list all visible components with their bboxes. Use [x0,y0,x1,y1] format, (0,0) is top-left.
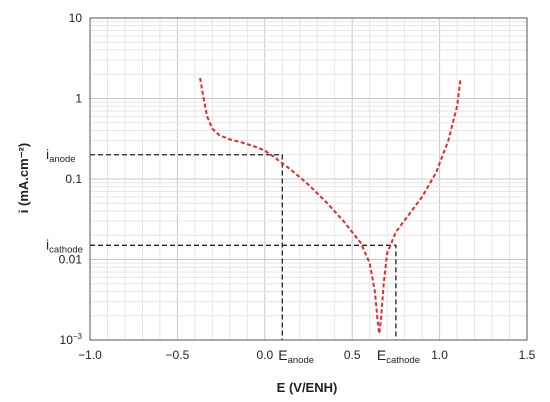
y-tick-label: 1 [75,92,82,106]
x-tick-labels: −1.0 −0.5 0.0 0.5 1.0 1.5 [78,348,536,362]
cathode-guide-line [90,244,397,340]
e-cathode-label: Ecathode [377,347,420,366]
i-cathode-label: icathode [46,236,83,255]
x-tick-label: −1.0 [78,348,102,362]
y-tick-label: 0.01 [59,253,83,267]
y-axis-title: i (mA.cm⁻²) [16,143,31,213]
plot-frame [89,17,528,341]
polarization-curve [199,77,462,335]
anode-guide-line [90,154,283,340]
e-anode-label: Eanode [278,347,314,366]
y-tick-label: 0.1 [65,172,82,186]
y-tick-labels: 10 1 0.1 0.01 10−3 [59,11,83,347]
y-tick-label: 10−3 [60,332,83,347]
series-layer [199,77,462,335]
x-tick-label: 0.0 [256,348,273,362]
x-axis-title: E (V/ENH) [277,380,338,395]
guide-lines [90,154,397,340]
x-tick-label: −0.5 [166,348,190,362]
y-tick-label: 10 [69,11,83,25]
i-anode-label: ianode [46,146,76,165]
x-tick-label: 1.0 [431,348,448,362]
grid [89,18,528,341]
x-tick-label: 0.5 [344,348,361,362]
x-tick-label: 1.5 [519,348,536,362]
